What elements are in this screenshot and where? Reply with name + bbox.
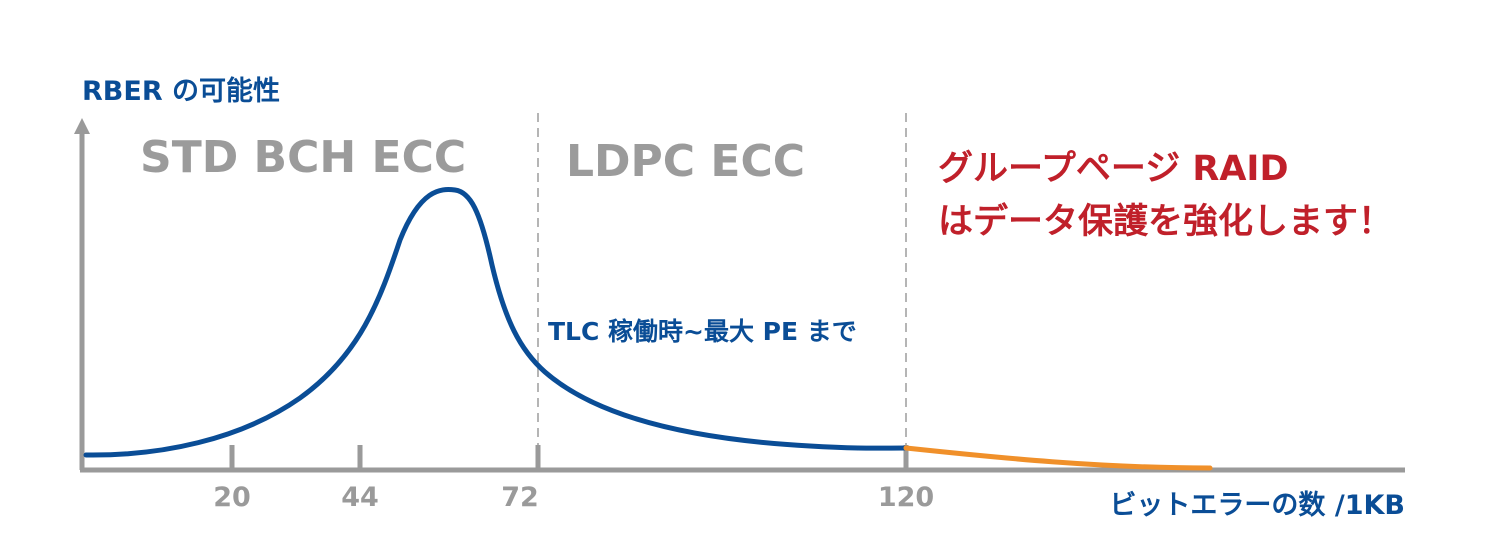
tick-label-120: 120 [878, 482, 934, 513]
rber-curve-main [83, 187, 909, 458]
tick-label-72: 72 [501, 482, 539, 513]
raid-text-line1: グループページ RAID [938, 149, 1289, 189]
rber-curve-tail [903, 445, 1213, 471]
tlc-annotation: TLC 稼働時~最大 PE まで [548, 317, 857, 346]
y-axis-arrow [74, 118, 90, 134]
x-axis-title: ビットエラーの数 /1KB [1109, 490, 1405, 521]
y-axis-title: RBER の可能性 [82, 75, 280, 107]
raid-text-line2: はデータ保護を強化します！ [938, 201, 1393, 242]
tick-label-20: 20 [213, 482, 251, 513]
tick-label-44: 44 [341, 482, 379, 513]
region-label-ldpc: LDPC ECC [566, 136, 805, 187]
region-label-std-bch: STD BCH ECC [140, 132, 466, 183]
